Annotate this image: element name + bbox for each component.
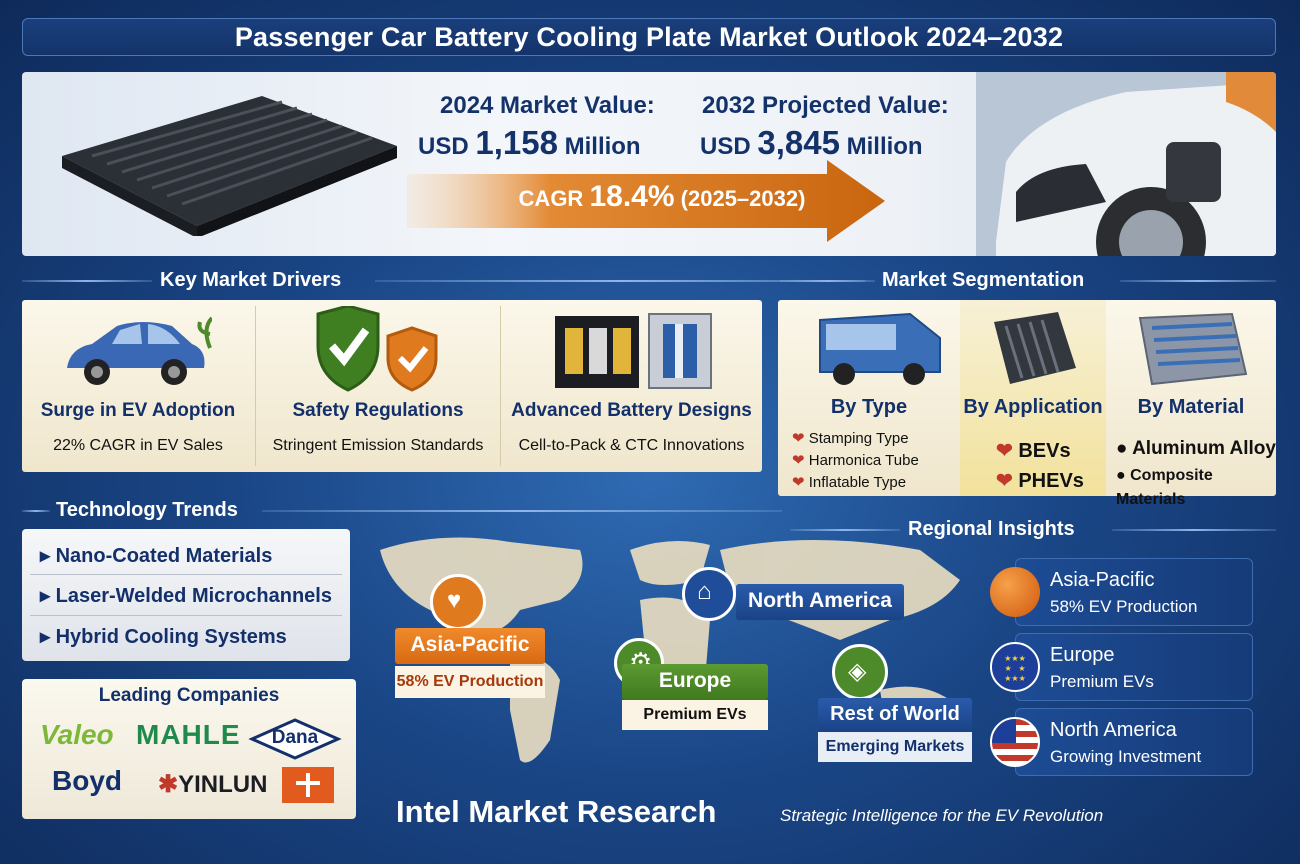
driver-sub: Stringent Emission Standards [272,437,484,454]
driver-sub: 22% CAGR in EV Sales [53,437,223,454]
region-desc: Premium EVs [1050,672,1154,691]
map-note-rest-of-world: Emerging Markets [818,732,972,762]
segmentation-heading: Market Segmentation [882,269,1085,291]
list-item: ● Composite Materials [1116,467,1213,508]
divider [790,529,900,531]
seg-by-application: By Application ❤ BEVs ❤ PHEVs [960,300,1106,496]
map-label-europe: Europe [622,664,768,700]
logo-red-block [282,767,334,803]
trends-panel: ▸ Nano-Coated Materials ▸ Laser-Welded M… [22,529,350,661]
map-pin-rest-of-world: ◈ [832,644,888,700]
battery-pack-icon [555,313,712,389]
divider [255,306,256,466]
region-name: Asia-Pacific [1050,569,1155,591]
value-2032-label: 2032 Projected Value: [702,92,949,119]
driver-ev-adoption: Surge in EV Adoption 22% CAGR in EV Sale… [22,300,254,472]
value-2024-label: 2024 Market Value: [440,92,655,119]
list-item: ❤ Stamping Type [792,430,909,447]
orange-globe-icon [990,567,1040,617]
value-2024: USD 1,158 Million [418,124,641,161]
drivers-heading: Key Market Drivers [160,269,342,291]
region-card-europe: ★★★ ★ ★ ★★★ Europe Premium EVs [990,633,1253,701]
hero-banner: 2024 Market Value: USD 1,158 Million 203… [22,72,1276,256]
cagr-text: CAGR 18.4% (2025–2032) [518,180,806,213]
trend-item: ▸ Laser-Welded Microchannels [40,585,332,607]
divider [1112,529,1276,531]
region-desc: Growing Investment [1050,747,1202,766]
driver-safety: Safety Regulations Stringent Emission St… [256,300,500,472]
companies-heading: Leading Companies [98,685,280,706]
driver-battery-designs: Advanced Battery Designs Cell-to-Pack & … [501,300,762,472]
region-name: North America [1050,719,1177,741]
cooling-plate-icon [994,312,1076,384]
logo-valeo: Valeo [40,719,114,750]
map-label-north-america: North America [736,584,904,620]
us-flag-icon [990,717,1040,767]
logo-yinlun: ✱YINLUN [158,771,268,798]
divider [1120,280,1276,282]
eu-flag-icon: ★★★ ★ ★ ★★★ [990,642,1040,692]
trend-item: ▸ Nano-Coated Materials [40,545,273,567]
divider [262,510,782,512]
map-note-europe: Premium EVs [622,700,768,730]
companies-panel: Leading Companies Valeo MAHLE Dana Boyd … [22,679,356,819]
map-note-asia-pacific: 58% EV Production [395,666,545,698]
divider [30,615,342,616]
divider [22,510,50,512]
value-2032: USD 3,845 Million [700,124,923,161]
seg-by-material: By Material ● Aluminum Alloy ● Composite… [1106,300,1276,508]
title-bar: Passenger Car Battery Cooling Plate Mark… [22,18,1276,56]
ev-car-image [976,72,1276,256]
van-icon [819,312,941,385]
region-desc: 58% EV Production [1050,597,1198,616]
seg-list: ❤ Stamping Type ❤ Harmonica Tube ❤ Infla… [792,428,919,494]
divider [30,574,342,575]
seg-title: By Type [830,396,908,418]
driver-title: Advanced Battery Designs [511,400,752,421]
growth-arrow [407,160,885,242]
seg-title: By Application [963,396,1103,418]
region-card-asia-pacific: Asia-Pacific 58% EV Production [990,558,1253,626]
logo-dana-shape [248,718,342,760]
divider [22,280,152,282]
driver-title: Surge in EV Adoption [40,400,236,421]
driver-title: Safety Regulations [292,400,464,421]
logo-dana: Dana [271,727,319,748]
footer-brand: Intel Market Research [396,794,717,829]
divider [500,306,501,466]
seg-by-type: By Type ❤ Stamping Type ❤ Harmonica Tube… [778,300,960,496]
driver-sub: Cell-to-Pack & CTC Innovations [518,437,745,454]
logo-mahle: MAHLE [136,719,241,750]
footer-tagline: Strategic Intelligence for the EV Revolu… [780,806,1104,825]
seg-list: ● Aluminum Alloy ● Composite Materials [1116,434,1276,512]
divider [375,280,865,282]
aluminum-plate-icon [1138,312,1248,386]
seg-title: By Material [1137,396,1245,418]
list-item: ❤ PHEVs [996,470,1084,492]
logo-boyd: Boyd [52,765,122,796]
list-item: ❤ Inflatable Type [792,474,907,491]
region-name: Europe [1050,644,1115,666]
map-pin-north-america: ⌂ [682,567,736,621]
divider [780,280,875,282]
seg-list: ❤ BEVs ❤ PHEVs [996,436,1084,496]
list-item: ❤ BEVs [996,440,1071,462]
cooling-plate-image [62,96,397,236]
shield-check-icon [316,306,438,392]
region-card-north-america: North America Growing Investment [990,708,1253,776]
list-item: ❤ Harmonica Tube [792,452,919,469]
page-title: Passenger Car Battery Cooling Plate Mark… [234,21,1064,52]
trends-heading: Technology Trends [56,499,238,521]
map-label-asia-pacific: Asia-Pacific [395,628,545,664]
regional-heading: Regional Insights [908,518,1075,540]
map-label-rest-of-world: Rest of World [818,698,972,732]
trend-item: ▸ Hybrid Cooling Systems [40,626,287,648]
map-pin-asia-pacific: ♥ [430,574,486,630]
car-icon [67,316,212,385]
list-item: ● Aluminum Alloy [1116,438,1276,459]
